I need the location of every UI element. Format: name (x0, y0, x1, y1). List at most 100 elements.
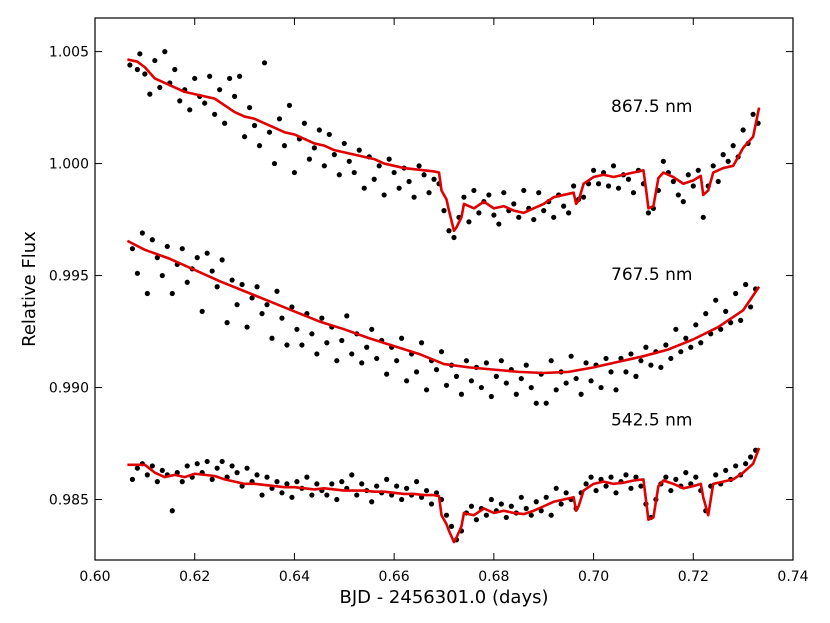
data-point (571, 183, 577, 189)
x-tick-label: 0.70 (578, 569, 609, 585)
data-point (359, 360, 365, 366)
data-point (468, 378, 475, 384)
data-point (279, 315, 285, 321)
data-point (354, 492, 360, 498)
data-point (418, 340, 425, 346)
x-tick-label: 0.60 (79, 569, 110, 585)
data-point (187, 107, 193, 113)
data-point (553, 485, 559, 491)
data-point (678, 349, 684, 355)
data-point (184, 279, 190, 285)
data-point (349, 472, 355, 478)
data-point (172, 66, 178, 73)
data-point (541, 208, 547, 214)
data-point (212, 111, 218, 117)
data-point (738, 317, 744, 323)
data-point (598, 384, 604, 391)
data-point (371, 176, 377, 182)
data-point (680, 199, 686, 205)
data-point (668, 355, 674, 362)
data-point (733, 290, 739, 297)
data-point (615, 185, 622, 191)
data-point (568, 353, 574, 359)
data-point (693, 474, 699, 480)
data-point (483, 360, 489, 366)
data-point (633, 474, 639, 480)
data-point (588, 474, 594, 480)
data-point (443, 512, 450, 518)
data-point (588, 378, 594, 384)
data-point (645, 210, 652, 216)
data-point (344, 313, 350, 319)
data-point (139, 230, 145, 236)
data-point (595, 181, 602, 187)
data-point (428, 501, 435, 507)
data-point (234, 470, 240, 476)
data-point (346, 158, 352, 164)
data-point (311, 145, 317, 151)
data-point (219, 458, 225, 465)
x-tick-label: 0.74 (777, 569, 808, 585)
data-point (583, 481, 589, 487)
data-point (394, 483, 400, 489)
data-point (461, 194, 467, 200)
data-point (169, 508, 175, 514)
data-point (558, 501, 564, 507)
series-label: 867.5 nm (611, 97, 692, 117)
data-point (673, 326, 679, 332)
data-point (331, 152, 337, 158)
data-point (743, 281, 749, 288)
data-point (685, 172, 691, 178)
data-point (673, 476, 679, 482)
data-point (603, 355, 609, 362)
data-point (404, 485, 410, 491)
data-point (329, 481, 335, 487)
data-point (533, 400, 539, 406)
data-point (169, 290, 175, 297)
data-point (349, 351, 355, 357)
data-point (723, 467, 729, 474)
data-point (433, 367, 440, 373)
data-point (299, 342, 305, 348)
data-point (423, 487, 430, 494)
data-point (700, 214, 706, 220)
data-point (269, 335, 275, 341)
data-point (271, 160, 278, 167)
data-point (301, 120, 307, 126)
data-point (399, 335, 405, 341)
data-point (498, 358, 504, 364)
data-point (503, 514, 509, 521)
data-point (483, 512, 489, 518)
data-point (144, 472, 150, 478)
data-point (289, 304, 295, 310)
data-point (391, 169, 397, 176)
data-point (304, 474, 310, 480)
data-point (623, 472, 629, 478)
data-point (488, 393, 494, 400)
data-point (214, 465, 220, 471)
series-2 (127, 447, 761, 544)
data-point (723, 308, 729, 314)
data-point (154, 479, 160, 485)
data-point (423, 387, 430, 393)
data-point (468, 503, 475, 509)
data-point (688, 344, 694, 350)
data-point (254, 284, 260, 290)
data-point (341, 140, 347, 147)
data-point (516, 214, 522, 220)
x-tick-label: 0.72 (678, 569, 709, 585)
y-tick-label: 0.985 (49, 493, 89, 509)
data-point (254, 472, 260, 478)
data-point (134, 270, 140, 276)
data-point (276, 116, 283, 122)
data-point (411, 194, 417, 200)
data-point (703, 311, 709, 317)
x-axis-label: BJD - 2456301.0 (days) (339, 587, 548, 608)
data-point (503, 380, 509, 386)
model-line (127, 58, 761, 233)
data-point (326, 131, 332, 138)
data-point (416, 163, 422, 169)
data-point (613, 387, 619, 393)
data-point (566, 210, 572, 216)
data-point (478, 384, 484, 391)
